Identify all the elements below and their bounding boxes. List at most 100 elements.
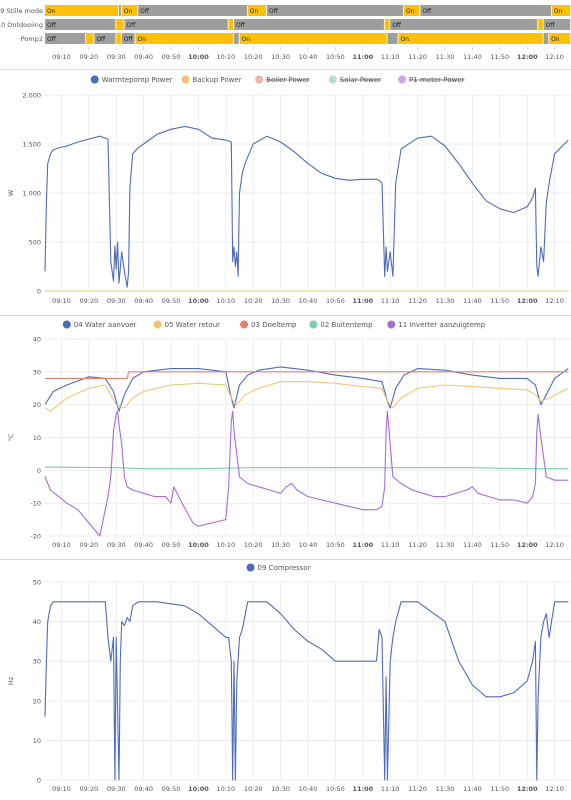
timeline-segment[interactable] bbox=[387, 33, 398, 44]
legend-item[interactable]: 04 Water aanvoer bbox=[62, 320, 137, 330]
legend-swatch bbox=[328, 75, 337, 84]
legend: 04 Water aanvoer 05 Water retour 03 Doelte… bbox=[62, 320, 486, 330]
x-tick-label: 10:00 bbox=[188, 297, 209, 305]
legend-swatch bbox=[387, 320, 396, 329]
x-tick-label: 09:10 bbox=[52, 785, 71, 793]
x-tick-label: 09:30 bbox=[107, 785, 126, 793]
timeline-segment[interactable] bbox=[403, 5, 420, 16]
legend-swatch bbox=[398, 75, 407, 84]
timeline-row: 10 Ontdooiing Off Off Off Off Off bbox=[0, 19, 571, 30]
x-tick-label: 10:30 bbox=[271, 541, 290, 549]
x-tick-label: 09:40 bbox=[134, 541, 153, 549]
legend-swatch bbox=[246, 563, 255, 572]
x-tick-label: 09:30 bbox=[107, 297, 126, 305]
timeline-segment[interactable] bbox=[543, 33, 549, 44]
legend-item[interactable]: Solar Power bbox=[328, 75, 381, 85]
timeline-segment[interactable] bbox=[94, 33, 116, 44]
x-tick-label: 11:40 bbox=[463, 541, 482, 549]
x-tick-label: 09:50 bbox=[162, 541, 181, 549]
legend-label: 09 Compressor bbox=[258, 564, 311, 572]
legend-item[interactable]: Backup Power bbox=[181, 75, 242, 85]
timeline-segment[interactable] bbox=[239, 33, 387, 44]
x-tick-label: 11:50 bbox=[490, 785, 509, 793]
legend-label: P1 meter Power bbox=[409, 76, 464, 84]
x-tick-label: 09:20 bbox=[79, 297, 98, 305]
x-tick-label: 09:40 bbox=[134, 297, 153, 305]
timeline-tick-label: 09:40 bbox=[134, 53, 153, 61]
x-tick-label: 10:10 bbox=[216, 785, 235, 793]
legend-swatch bbox=[255, 75, 264, 84]
timeline-segment[interactable] bbox=[118, 5, 121, 16]
legend-item[interactable]: 02 Buitentemp bbox=[309, 320, 373, 330]
timeline-segment[interactable] bbox=[135, 33, 234, 44]
timeline-segment[interactable] bbox=[86, 33, 94, 44]
x-tick-label: 10:00 bbox=[188, 541, 209, 549]
series-line bbox=[44, 381, 569, 412]
legend-item[interactable]: Warmtepomp Power bbox=[90, 75, 173, 85]
timeline-segment[interactable] bbox=[228, 19, 234, 30]
timeline-tick-label: 10:00 bbox=[188, 53, 209, 61]
timeline-tick-label: 10:20 bbox=[244, 53, 263, 61]
y-tick-label: 40 bbox=[33, 336, 41, 344]
x-tick-label: 10:40 bbox=[299, 785, 318, 793]
legend: Warmtepomp Power Backup Power Boiler Power… bbox=[90, 75, 465, 85]
x-tick-label: 10:20 bbox=[244, 785, 263, 793]
y-tick-label: 1.500 bbox=[22, 141, 41, 149]
timeline-segment[interactable] bbox=[551, 5, 571, 16]
legend-item[interactable]: Boiler Power bbox=[255, 75, 310, 85]
legend-item[interactable]: P1 meter Power bbox=[398, 75, 465, 85]
x-tick-label: 12:00 bbox=[517, 541, 538, 549]
timeline-segment[interactable] bbox=[420, 5, 552, 16]
series-line bbox=[44, 125, 569, 288]
timeline-row: 19 Stille mode On On Off On Off On Off On bbox=[0, 5, 571, 16]
timeline-segment[interactable] bbox=[116, 19, 124, 30]
series-line bbox=[44, 466, 569, 470]
x-tick-label: 11:00 bbox=[352, 541, 373, 549]
timeline-segment[interactable] bbox=[266, 5, 404, 16]
timeline-segment[interactable] bbox=[549, 33, 571, 44]
timeline-segment-label: Off bbox=[392, 22, 402, 29]
x-tick-label: 10:20 bbox=[244, 297, 263, 305]
x-tick-label: 11:50 bbox=[490, 541, 509, 549]
timeline-segment[interactable] bbox=[390, 19, 538, 30]
timeline-segment[interactable] bbox=[538, 19, 543, 30]
timeline-segment[interactable] bbox=[45, 33, 86, 44]
y-tick-label: 0 bbox=[37, 288, 41, 296]
x-tick-label: 11:00 bbox=[352, 297, 373, 305]
legend-item[interactable]: 09 Compressor bbox=[246, 563, 311, 573]
x-tick-label: 12:00 bbox=[517, 785, 538, 793]
timeline-segment-label: On bbox=[47, 8, 56, 15]
power-chart: Warmtepomp Power Backup Power Boiler Power… bbox=[0, 75, 571, 316]
timeline-segment[interactable] bbox=[543, 19, 571, 30]
timeline-segment[interactable] bbox=[124, 19, 228, 30]
timeline-tick-label: 11:50 bbox=[490, 53, 509, 61]
timeline-tick-label: 10:30 bbox=[271, 53, 290, 61]
legend-item[interactable]: 05 Water retour bbox=[153, 320, 221, 330]
timeline-segment[interactable] bbox=[45, 19, 116, 30]
timeline-tick-label: 09:10 bbox=[52, 53, 71, 61]
timeline-segment[interactable] bbox=[138, 5, 247, 16]
legend: 09 Compressor bbox=[246, 563, 311, 573]
timeline-segment[interactable] bbox=[247, 5, 267, 16]
legend-item[interactable]: 11 Inverter aanzuigtemp bbox=[387, 320, 486, 330]
timeline-tick-label: 11:10 bbox=[381, 53, 400, 61]
x-tick-label: 11:40 bbox=[463, 297, 482, 305]
legend-item[interactable]: 03 Doeltemp bbox=[240, 320, 297, 330]
timeline-segment-label: On bbox=[551, 36, 560, 43]
timeline-segment[interactable] bbox=[234, 19, 384, 30]
timeline-segment[interactable] bbox=[121, 5, 138, 16]
timeline-segment[interactable] bbox=[45, 5, 119, 16]
timeline-segment[interactable] bbox=[234, 33, 239, 44]
series-line bbox=[44, 410, 569, 537]
timeline-segment[interactable] bbox=[116, 33, 121, 44]
x-tick-label: 10:40 bbox=[299, 297, 318, 305]
timeline-segment[interactable] bbox=[121, 33, 135, 44]
timeline-segment[interactable] bbox=[384, 19, 390, 30]
timeline-segment[interactable] bbox=[398, 33, 543, 44]
timeline-segment-label: On bbox=[406, 8, 415, 15]
timeline-segment-label: Off bbox=[47, 22, 57, 29]
legend-label: 02 Buitentemp bbox=[320, 321, 373, 329]
x-tick-label: 10:50 bbox=[326, 541, 345, 549]
